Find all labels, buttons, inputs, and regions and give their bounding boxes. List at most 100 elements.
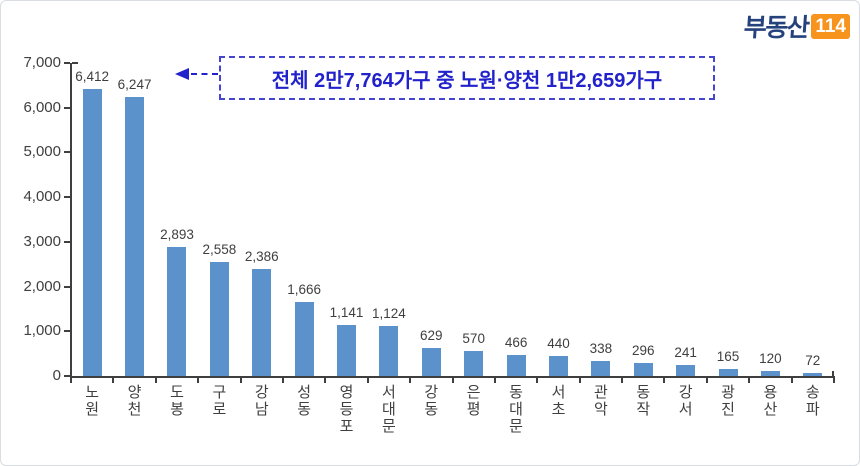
y-tick-label: 4,000 xyxy=(23,188,61,206)
arrow-dashed-line xyxy=(191,73,218,75)
x-category-label: 강 남 xyxy=(254,384,269,418)
x-category-label: 동 대 문 xyxy=(509,384,523,435)
x-axis-tick xyxy=(324,378,327,383)
x-category-label: 영 등 포 xyxy=(339,384,354,435)
bar xyxy=(421,347,441,376)
bar-value-label: 570 xyxy=(462,330,485,346)
x-axis-tick xyxy=(281,378,284,383)
bar-value-label: 2,558 xyxy=(202,241,237,257)
brand-logo-text: 부동산 xyxy=(742,14,810,42)
x-axis-tick xyxy=(578,378,581,383)
y-axis-tick xyxy=(64,106,70,109)
brand-logo-badge: 114 xyxy=(811,13,850,39)
bar-value-label: 629 xyxy=(420,327,443,343)
bar-value-label: 6,247 xyxy=(117,76,152,92)
bar-value-label: 72 xyxy=(805,352,821,368)
x-category-label: 도 봉 xyxy=(170,384,184,418)
bar-value-label: 1,124 xyxy=(372,305,406,321)
bar-value-label: 466 xyxy=(504,335,528,351)
x-axis-tick xyxy=(493,378,496,383)
bar xyxy=(506,355,526,376)
callout-text: 전체 2만7,764가구 중 노원·양천 1만2,659가구 xyxy=(271,69,663,92)
x-axis-tick xyxy=(790,378,793,383)
x-category-label: 동 작 xyxy=(636,384,651,418)
bar-value-label: 440 xyxy=(547,336,570,352)
x-axis-end-tick xyxy=(832,371,834,376)
x-category-label: 강 동 xyxy=(424,384,439,418)
bar-value-label: 241 xyxy=(674,345,697,361)
bar xyxy=(337,324,357,376)
y-axis-tick xyxy=(64,196,70,199)
bar-value-label: 2,386 xyxy=(244,249,279,265)
bar-value-label: 2,893 xyxy=(160,226,194,242)
y-tick-label: 6,000 xyxy=(23,98,61,116)
y-axis-tick xyxy=(64,375,70,377)
x-axis-tick xyxy=(748,378,751,383)
x-axis-tick xyxy=(239,378,242,383)
x-axis-tick xyxy=(70,378,72,383)
bar-value-label: 296 xyxy=(631,342,655,358)
bar xyxy=(167,246,187,376)
y-axis-tick xyxy=(64,285,70,288)
y-tick-label: 2,000 xyxy=(23,277,61,295)
bar xyxy=(82,89,102,376)
x-category-label: 구 로 xyxy=(212,384,227,418)
y-tick-label: 7,000 xyxy=(23,54,61,71)
bar xyxy=(252,269,272,376)
bar-value-label: 165 xyxy=(716,348,740,364)
x-axis-tick xyxy=(154,378,157,383)
x-axis-tick xyxy=(621,378,624,383)
bar xyxy=(591,360,611,376)
callout-box: 전체 2만7,764가구 중 노원·양천 1만2,659가구 xyxy=(219,56,715,100)
x-category-label: 용 산 xyxy=(763,384,778,418)
brand-logo: 부동산 114 xyxy=(742,8,850,44)
bar xyxy=(803,372,823,376)
x-axis-line xyxy=(70,376,835,378)
x-axis-tick xyxy=(197,378,200,383)
x-category-label: 강 서 xyxy=(678,384,693,418)
y-axis-top-tick xyxy=(72,62,78,64)
y-axis-tick xyxy=(64,62,70,64)
x-category-label: 은 평 xyxy=(466,384,481,418)
y-tick-label: 5,000 xyxy=(23,143,61,161)
x-category-label: 성 동 xyxy=(297,384,312,418)
x-axis-tick xyxy=(705,378,708,383)
bar xyxy=(125,96,145,376)
x-category-label: 송 파 xyxy=(805,384,820,418)
arrow-left-icon xyxy=(175,68,189,80)
x-category-label: 노 원 xyxy=(85,384,100,418)
y-tick-label: 1,000 xyxy=(23,322,61,340)
y-tick-label: 3,000 xyxy=(23,232,61,250)
bar-value-label: 1,666 xyxy=(287,281,322,297)
bar xyxy=(760,370,780,376)
x-axis-tick xyxy=(536,378,539,383)
y-axis-tick xyxy=(64,330,70,333)
bar xyxy=(676,365,696,376)
y-axis-line xyxy=(70,63,72,378)
bar xyxy=(209,261,229,376)
x-category-label: 서 초 xyxy=(551,384,566,418)
bar xyxy=(464,350,484,376)
bar xyxy=(379,325,399,376)
x-category-label: 관 악 xyxy=(593,384,608,418)
x-category-label: 광 진 xyxy=(721,384,735,418)
x-axis-tick xyxy=(366,378,369,383)
bar-value-label: 6,412 xyxy=(75,69,110,85)
x-axis-tick xyxy=(663,378,666,383)
bar xyxy=(633,362,653,376)
y-axis-tick xyxy=(64,240,70,243)
x-category-label: 서 대 문 xyxy=(382,384,396,435)
x-axis-tick xyxy=(451,378,454,383)
bar-value-label: 120 xyxy=(759,350,782,366)
x-category-label: 양 천 xyxy=(127,384,142,418)
bar xyxy=(548,356,568,376)
bar xyxy=(718,368,738,376)
x-axis-tick xyxy=(833,378,835,383)
x-axis-tick xyxy=(112,378,115,383)
bar-value-label: 1,141 xyxy=(329,304,364,320)
bar-value-label: 338 xyxy=(589,340,613,356)
bar xyxy=(294,301,314,376)
x-axis-tick xyxy=(409,378,412,383)
